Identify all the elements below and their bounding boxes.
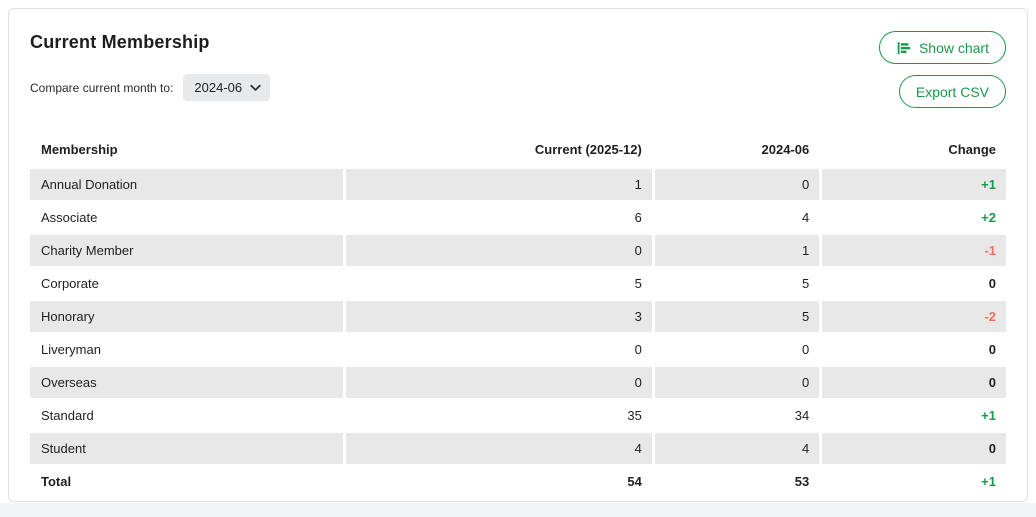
membership-cell: Standard [30, 400, 344, 431]
col-header-change: Change [948, 142, 996, 157]
table-row: Overseas 0 0 0 [30, 367, 1006, 398]
export-csv-button[interactable]: Export CSV [898, 75, 1006, 108]
membership-cell: Corporate [30, 268, 344, 299]
change-cell: -1 [822, 235, 1006, 266]
current-cell: 1 [346, 169, 652, 200]
panel-actions: Show chart Export CSV [878, 31, 1006, 108]
total-previous-cell: 53 [654, 466, 820, 497]
change-cell: 0 [822, 334, 1006, 365]
membership-cell: Liveryman [30, 334, 344, 365]
previous-cell: 0 [654, 169, 820, 200]
current-cell: 0 [346, 367, 652, 398]
change-cell: 0 [822, 268, 1006, 299]
change-cell: +1 [822, 400, 1006, 431]
table-row: Liveryman 0 0 0 [30, 334, 1006, 365]
table-row: Associate 6 4 +2 [30, 202, 1006, 233]
compare-month-select-wrap: 2024-06 [183, 74, 271, 101]
change-cell: -2 [822, 301, 1006, 332]
current-cell: 3 [346, 301, 652, 332]
current-membership-panel: Current Membership Compare current month… [8, 8, 1028, 502]
table-row: Charity Member 0 1 -1 [30, 235, 1006, 266]
previous-cell: 1 [654, 235, 820, 266]
change-cell: 0 [822, 367, 1006, 398]
col-header-previous: 2024-06 [761, 142, 810, 157]
current-cell: 6 [346, 202, 652, 233]
page-background-strip [0, 503, 1036, 517]
membership-cell: Associate [30, 202, 344, 233]
membership-table: Membership Current (2025-12) 2024-06 Cha… [27, 132, 1009, 499]
membership-cell: Overseas [30, 367, 344, 398]
total-label: Total [30, 466, 344, 497]
show-chart-label: Show chart [918, 39, 989, 56]
previous-cell: 0 [654, 367, 820, 398]
table-header-row: Membership Current (2025-12) 2024-06 Cha… [30, 134, 1006, 167]
previous-cell: 0 [654, 334, 820, 365]
change-cell: +1 [822, 169, 1006, 200]
previous-cell: 5 [654, 268, 820, 299]
page-title: Current Membership [30, 32, 210, 52]
col-header-current: Current (2025-12) [534, 142, 642, 157]
current-cell: 0 [346, 235, 652, 266]
table-row: Student 4 4 0 [30, 433, 1006, 464]
previous-cell: 4 [654, 202, 820, 233]
previous-cell: 34 [654, 400, 820, 431]
current-cell: 4 [346, 433, 652, 464]
total-row: Total 54 53 +1 [30, 466, 1006, 497]
panel-header: Current Membership Compare current month… [30, 29, 1006, 108]
export-csv-label: Export CSV [915, 83, 989, 100]
panel-header-left: Current Membership Compare current month… [30, 29, 271, 101]
show-chart-button[interactable]: Show chart [878, 31, 1006, 64]
current-cell: 35 [346, 400, 652, 431]
membership-cell: Annual Donation [30, 169, 344, 200]
total-current-cell: 54 [346, 466, 652, 497]
membership-cell: Charity Member [30, 235, 344, 266]
compare-month-select[interactable]: 2024-06 [183, 74, 271, 101]
compare-label: Compare current month to: [30, 80, 174, 95]
total-change-cell: +1 [822, 466, 1006, 497]
table-row: Annual Donation 1 0 +1 [30, 169, 1006, 200]
membership-cell: Student [30, 433, 344, 464]
table-row: Honorary 3 5 -2 [30, 301, 1006, 332]
change-cell: 0 [822, 433, 1006, 464]
membership-cell: Honorary [30, 301, 344, 332]
compare-row: Compare current month to: 2024-06 [30, 74, 271, 101]
table-row: Standard 35 34 +1 [30, 400, 1006, 431]
current-cell: 5 [346, 268, 652, 299]
current-cell: 0 [346, 334, 652, 365]
change-cell: +2 [822, 202, 1006, 233]
bar-chart-icon [897, 41, 911, 54]
membership-table-body: Annual Donation 1 0 +1 Associate 6 4 +2 … [30, 169, 1006, 464]
col-header-membership: Membership [41, 142, 118, 157]
previous-cell: 5 [654, 301, 820, 332]
previous-cell: 4 [654, 433, 820, 464]
table-row: Corporate 5 5 0 [30, 268, 1006, 299]
